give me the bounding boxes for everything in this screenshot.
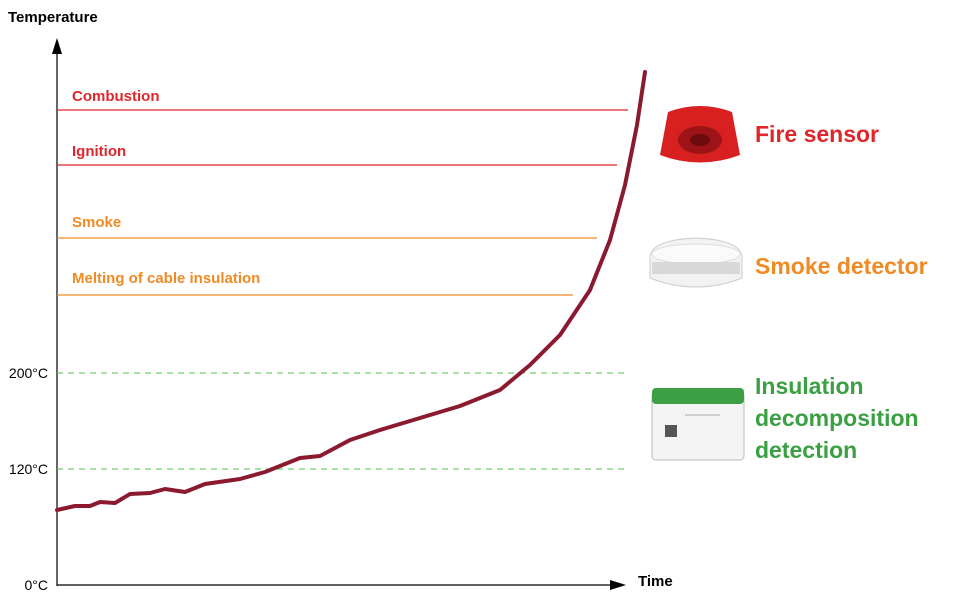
x-axis-title: Time (638, 573, 673, 590)
device-label: Insulation (755, 373, 864, 399)
y-axis-arrow (52, 38, 62, 54)
tick-label: 120°C (9, 461, 48, 477)
device-label: Smoke detector (755, 253, 928, 279)
device-label: detection (755, 437, 857, 463)
y-axis-title: Temperature (8, 9, 98, 26)
device-label: decomposition (755, 405, 919, 431)
smoke-detector-icon (649, 237, 743, 288)
tick-label: 0°C (25, 577, 49, 593)
threshold-label: Combustion (72, 88, 160, 105)
insulation-detector-icon (651, 388, 745, 461)
fire-sensor-icon (660, 106, 740, 163)
threshold-label: Melting of cable insulation (72, 270, 260, 287)
x-axis-arrow (610, 580, 626, 590)
threshold-label: Smoke (72, 214, 121, 231)
temperature-curve (55, 70, 647, 512)
threshold-label: Ignition (72, 143, 126, 160)
tick-label: 200°C (9, 365, 48, 381)
device-label: Fire sensor (755, 121, 879, 147)
